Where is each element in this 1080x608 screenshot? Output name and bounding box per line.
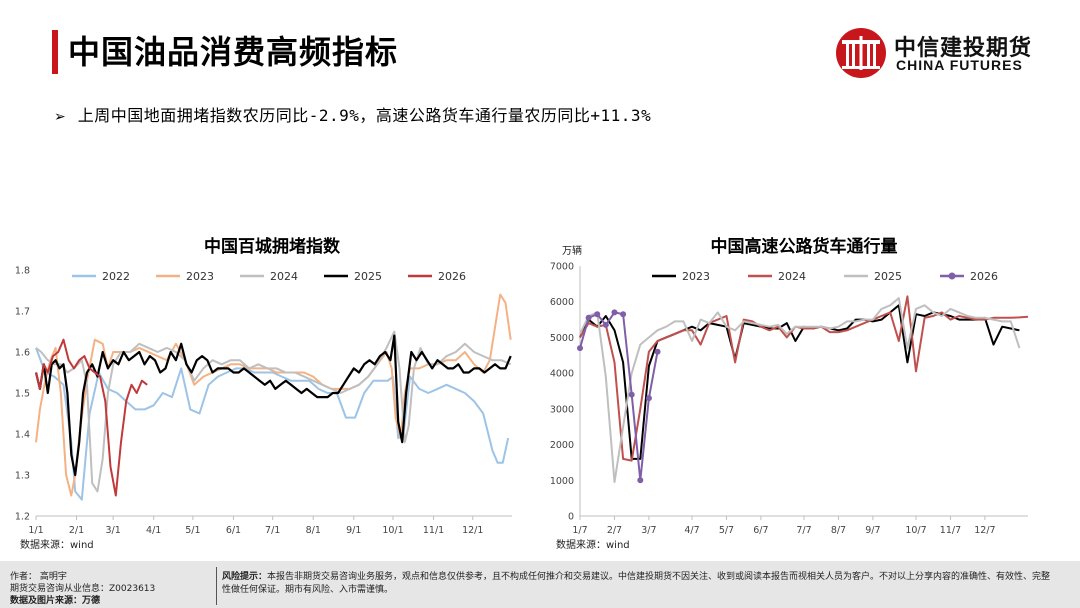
chart-0-svg: 中国百城拥堵指数 1.2 1.3 1.4 1.5 1.6 1.7 1.8 1/1 2/1 3/1 4/…	[15, 236, 512, 551]
company-logo: 中信建投期货 CHINA FUTURES	[834, 26, 1034, 82]
chart-1-x-tick: 1/7	[572, 525, 587, 536]
chart-0-y-tick: 1.2	[15, 512, 30, 523]
chart-1-y-tick: 2000	[550, 440, 574, 451]
chart-0-y-tick: 1.7	[15, 307, 30, 318]
chart-1-legend-label: 2023	[682, 270, 710, 283]
summary-text: 上周中国地面拥堵指数农历同比-2.9%，高速公路货车通行量农历同比+11.3%	[77, 106, 652, 125]
chart-1-legend-label: 2026	[970, 270, 998, 283]
chart-1-x-tick: 5/7	[719, 525, 734, 536]
chart-1-y-tick: 5000	[550, 333, 574, 344]
chart-0-legend-label: 2022	[102, 270, 130, 283]
chart-1-series-2025	[579, 297, 1021, 484]
chart-1-svg: 中国高速公路货车通行量 万辆 0 1000 2000 3000 4000 5000 6000 70…	[550, 236, 1029, 551]
chart-0-x-tick: 7/1	[265, 525, 280, 536]
summary-bullet: ➢ 上周中国地面拥堵指数农历同比-2.9%，高速公路货车通行量农历同比+11.3%	[54, 104, 651, 129]
chart-1-y-tick: 1000	[550, 476, 574, 487]
chart-1-legend-label: 2024	[778, 270, 806, 283]
logo-cn-text: 中信建投期货	[894, 36, 1033, 61]
chart-0-x-tick: 10/1	[382, 525, 403, 536]
chart-0-series-2025	[34, 334, 512, 477]
chart-1-x-tick: 4/7	[684, 525, 699, 536]
chart-0-x-tick: 4/1	[146, 525, 161, 536]
truck-traffic-chart: 中国高速公路货车通行量 万辆 0 1000 2000 3000 4000 5000 6000 70…	[540, 228, 1080, 558]
chart-0-x-tick: 12/1	[462, 525, 483, 536]
chart-0-series-2026	[35, 338, 148, 497]
footer: 作者： 高明宇 期货交易咨询从业信息：Z0023613 数据及图片来源：万德 风…	[0, 561, 1080, 608]
chart-1-point	[654, 348, 661, 355]
chart-1-y-tick: 0	[568, 512, 574, 523]
footer-author-block: 作者： 高明宇 期货交易咨询从业信息：Z0023613 数据及图片来源：万德	[10, 571, 155, 607]
chart-0-legend-label: 2026	[438, 270, 466, 283]
chart-1-y-tick: 4000	[550, 369, 574, 380]
chart-1-point	[585, 314, 592, 321]
chart-1-x-tick: 9/7	[865, 525, 880, 536]
chart-1-legend-marker	[948, 272, 956, 280]
arrow-bullet-icon: ➢	[54, 109, 66, 125]
page-title: 中国油品消费高频指标	[68, 33, 399, 71]
chart-1-x-tick: 11/7	[940, 525, 961, 536]
chart-0-y-tick: 1.6	[15, 348, 30, 359]
chart-1-x-tick: 12/7	[974, 525, 995, 536]
chart-1-unit: 万辆	[562, 244, 582, 257]
chart-1-point	[577, 345, 583, 352]
chart-1-x-tick: 8/7	[831, 525, 846, 536]
chart-1-series-2024	[579, 295, 1029, 462]
chart-0-y-tick: 1.4	[15, 430, 30, 441]
chart-1-point	[611, 309, 618, 316]
chart-1-source: 数据来源：wind	[556, 538, 630, 551]
risk-label: 风险提示：	[222, 572, 268, 582]
risk-text: 本报告非期货交易咨询业务服务，观点和信息仅供参考，且不构成任何推介和交易建议。中…	[222, 572, 1051, 595]
footer-license: 期货交易咨询从业信息：Z0023613	[10, 584, 156, 594]
chart-1-title: 中国高速公路货车通行量	[711, 236, 898, 257]
footer-author: 作者： 高明宇	[10, 572, 67, 582]
congestion-index-chart: 中国百城拥堵指数 1.2 1.3 1.4 1.5 1.6 1.7 1.8 1/1 2/1 3/1 4/…	[0, 228, 540, 558]
footer-source: 数据及图片来源：万德	[10, 596, 101, 606]
chart-1-point	[637, 477, 644, 484]
chart-0-x-tick: 2/1	[69, 525, 84, 536]
chart-0-x-tick: 11/1	[423, 525, 444, 536]
chart-0-series-2022	[35, 347, 510, 501]
chart-1-x-tick: 3/7	[641, 525, 656, 536]
chart-0-legend-label: 2025	[354, 270, 382, 283]
chart-1-y-tick: 3000	[550, 404, 574, 415]
footer-divider	[216, 567, 217, 605]
chart-1-x-tick: 10/7	[905, 525, 926, 536]
chart-0-series-2024	[35, 330, 512, 493]
chart-1-series-2026	[579, 311, 659, 482]
chart-1-x-tick: 6/7	[753, 525, 768, 536]
chart-0-title: 中国百城拥堵指数	[204, 236, 341, 257]
chart-0-x-tick: 6/1	[226, 525, 241, 536]
chart-0-x-tick: 9/1	[346, 525, 361, 536]
chart-0-source: 数据来源：wind	[20, 538, 94, 551]
chart-0-x-tick: 5/1	[185, 525, 200, 536]
chart-1-x-tick: 2/7	[607, 525, 622, 536]
company-logo-mark	[836, 28, 886, 78]
chart-1-y-tick: 6000	[550, 297, 574, 308]
chart-1-point	[645, 395, 652, 402]
chart-0-y-tick: 1.3	[15, 471, 30, 482]
chart-0-x-tick: 8/1	[306, 525, 321, 536]
logo-en-text: CHINA FUTURES	[896, 57, 1023, 73]
footer-risk-notice: 风险提示：本报告非期货交易咨询业务服务，观点和信息仅供参考，且不构成任何推介和交…	[222, 571, 1052, 597]
chart-0-y-tick: 1.8	[15, 266, 30, 277]
chart-1-y-tick: 7000	[550, 262, 574, 273]
title-accent-bar	[52, 30, 58, 74]
chart-1-legend-label: 2025	[874, 270, 902, 283]
chart-1-point	[620, 311, 627, 318]
chart-0-x-tick: 1/1	[28, 525, 43, 536]
chart-0-x-tick: 3/1	[106, 525, 121, 536]
chart-1-point	[628, 391, 635, 398]
chart-0-legend-label: 2023	[186, 270, 214, 283]
chart-0-y-tick: 1.5	[15, 389, 30, 400]
chart-1-point	[594, 311, 601, 318]
chart-0-legend-label: 2024	[270, 270, 298, 283]
chart-1-point	[602, 321, 609, 328]
chart-1-x-tick: 7/7	[796, 525, 811, 536]
